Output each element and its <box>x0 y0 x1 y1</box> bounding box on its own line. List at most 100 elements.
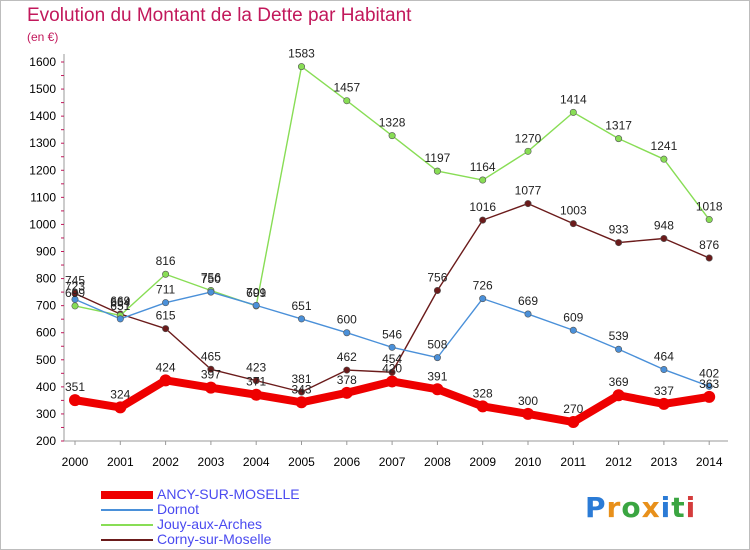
data-point-jouy-aux-arches <box>433 167 441 175</box>
data-point-ancy-sur-moselle <box>204 381 217 394</box>
data-label-ancy-sur-moselle: 391 <box>427 369 447 383</box>
x-tick-label: 2007 <box>379 455 406 469</box>
data-label-dornot: 669 <box>518 294 538 308</box>
data-point-ancy-sur-moselle <box>612 389 625 402</box>
data-point-jouy-aux-arches <box>615 135 623 143</box>
data-label-corny-sur-moselle: 948 <box>654 219 674 233</box>
data-point-dornot <box>71 295 79 303</box>
legend-item-ancy-sur-moselle: ANCY-SUR-MOSELLE <box>101 487 300 502</box>
data-point-corny-sur-moselle <box>433 286 441 294</box>
data-label-jouy-aux-arches: 1164 <box>470 160 496 174</box>
data-label-corny-sur-moselle: 876 <box>699 238 719 252</box>
data-point-dornot <box>207 288 215 296</box>
data-label-ancy-sur-moselle: 351 <box>65 380 85 394</box>
data-point-jouy-aux-arches <box>705 216 713 224</box>
data-label-jouy-aux-arches: 1414 <box>560 92 587 106</box>
data-point-dornot <box>479 295 487 303</box>
data-point-corny-sur-moselle <box>479 216 487 224</box>
data-point-ancy-sur-moselle <box>657 397 670 410</box>
y-tick-label: 1200 <box>29 163 56 177</box>
data-point-dornot <box>162 299 170 307</box>
legend-item-corny-sur-moselle: Corny-sur-Moselle <box>101 532 300 547</box>
data-label-ancy-sur-moselle: 363 <box>699 377 719 391</box>
data-label-dornot: 402 <box>699 366 719 380</box>
data-point-jouy-aux-arches <box>297 63 305 71</box>
data-label-dornot: 701 <box>246 285 266 299</box>
x-tick-label: 2006 <box>333 455 360 469</box>
data-point-jouy-aux-arches <box>162 270 170 278</box>
data-point-corny-sur-moselle <box>343 366 351 374</box>
data-label-dornot: 546 <box>382 327 402 341</box>
x-tick-label: 2010 <box>515 455 542 469</box>
data-label-dornot: 750 <box>201 272 221 286</box>
data-point-corny-sur-moselle <box>569 220 577 228</box>
data-label-ancy-sur-moselle: 424 <box>156 360 176 374</box>
y-tick-label: 1500 <box>29 82 56 96</box>
data-label-ancy-sur-moselle: 378 <box>337 373 357 387</box>
data-label-jouy-aux-arches: 1457 <box>333 81 360 95</box>
y-tick-label: 1400 <box>29 109 56 123</box>
x-tick-label: 2014 <box>696 455 723 469</box>
data-label-dornot: 539 <box>609 329 629 343</box>
data-point-ancy-sur-moselle <box>340 386 353 399</box>
data-point-corny-sur-moselle <box>252 377 260 385</box>
data-label-dornot: 508 <box>427 338 447 352</box>
data-label-ancy-sur-moselle: 343 <box>291 382 311 396</box>
data-label-ancy-sur-moselle: 369 <box>609 375 629 389</box>
series-layer <box>69 63 716 429</box>
data-label-dornot: 711 <box>156 283 175 297</box>
data-label-ancy-sur-moselle: 328 <box>473 386 493 400</box>
data-point-corny-sur-moselle <box>615 239 623 247</box>
data-label-dornot: 651 <box>291 299 311 313</box>
data-point-dornot <box>569 326 577 334</box>
y-tick-label: 800 <box>36 272 56 286</box>
data-label-ancy-sur-moselle: 300 <box>518 394 538 408</box>
data-point-ancy-sur-moselle <box>476 400 489 413</box>
y-tick-label: 600 <box>36 326 56 340</box>
data-label-jouy-aux-arches: 756 <box>201 270 221 284</box>
data-point-corny-sur-moselle <box>705 254 713 262</box>
data-point-jouy-aux-arches <box>569 108 577 116</box>
data-label-ancy-sur-moselle: 371 <box>246 375 266 389</box>
x-tick-label: 2004 <box>243 455 270 469</box>
data-label-dornot: 600 <box>337 313 357 327</box>
series-line-jouy-aux-arches <box>74 65 710 317</box>
data-point-jouy-aux-arches <box>524 147 532 155</box>
data-label-jouy-aux-arches: 699 <box>246 286 266 300</box>
data-label-corny-sur-moselle: 454 <box>382 352 402 366</box>
legend: ANCY-SUR-MOSELLE Dornot Jouy-aux-Arches Cor… <box>101 487 300 547</box>
y-tick-label: 700 <box>36 299 56 313</box>
data-point-ancy-sur-moselle <box>159 374 172 387</box>
data-label-jouy-aux-arches: 1270 <box>515 131 542 145</box>
data-label-ancy-sur-moselle: 420 <box>382 361 402 375</box>
legend-swatch <box>101 509 153 512</box>
data-label-dornot: 726 <box>473 279 493 293</box>
data-label-corny-sur-moselle: 756 <box>427 270 447 284</box>
data-label-ancy-sur-moselle: 324 <box>110 387 130 401</box>
data-label-jouy-aux-arches: 1328 <box>379 116 406 130</box>
y-tick-label: 500 <box>36 353 56 367</box>
data-label-jouy-aux-arches: 1197 <box>424 151 450 165</box>
x-tick-label: 2012 <box>605 455 632 469</box>
data-point-dornot <box>433 354 441 362</box>
legend-swatch <box>101 491 153 500</box>
data-label-corny-sur-moselle: 1016 <box>469 200 496 214</box>
data-point-dornot <box>705 382 713 390</box>
x-tick-label: 2001 <box>107 455 134 469</box>
data-point-ancy-sur-moselle <box>69 394 81 407</box>
data-point-corny-sur-moselle <box>297 388 305 396</box>
x-tick-label: 2011 <box>560 455 586 469</box>
legend-item-dornot: Dornot <box>101 502 300 517</box>
data-label-corny-sur-moselle: 465 <box>201 349 221 363</box>
data-label-corny-sur-moselle: 1077 <box>515 184 542 198</box>
data-label-ancy-sur-moselle: 270 <box>563 402 583 416</box>
x-tick-label: 2008 <box>424 455 451 469</box>
data-label-corny-sur-moselle: 615 <box>156 309 176 323</box>
data-point-ancy-sur-moselle <box>295 396 308 409</box>
y-tick-label: 900 <box>36 245 56 259</box>
data-point-ancy-sur-moselle <box>522 407 534 420</box>
chart-title: Evolution du Montant de la Dette par Hab… <box>27 5 412 26</box>
legend-item-jouy-aux-arches: Jouy-aux-Arches <box>101 517 300 532</box>
y-tick-label: 400 <box>36 380 56 394</box>
